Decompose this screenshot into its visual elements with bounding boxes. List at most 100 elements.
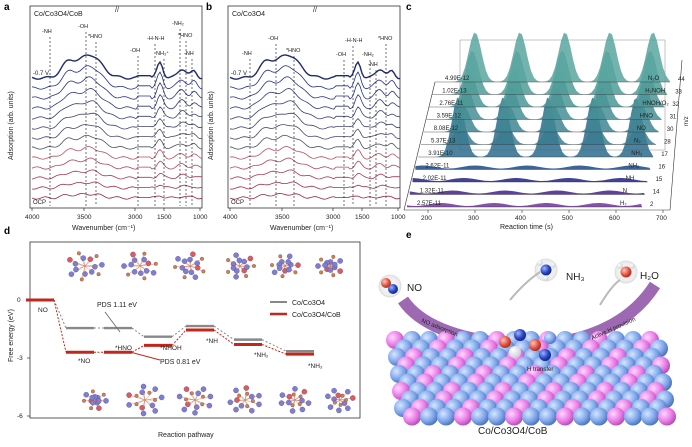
ms-value-label: 3.91E-10 — [428, 151, 453, 157]
panel-e-no-label: NO — [407, 283, 422, 294]
bond — [339, 391, 348, 401]
spectrum-line — [31, 88, 203, 110]
panel-d-frame — [29, 241, 361, 419]
panel-b-xlabel: Wavenumber (cm⁻¹) — [270, 225, 333, 232]
pds-red-arrow — [129, 351, 161, 361]
panel-d-structures-top — [67, 251, 343, 282]
spectrum-line — [31, 112, 203, 130]
no-oxygen-atom — [381, 278, 391, 288]
floor-edge — [403, 81, 436, 211]
bond — [75, 265, 86, 270]
panel-b-ylabel: Adsorption (arb. units) — [208, 91, 215, 160]
peak-label: *HNO — [286, 48, 301, 54]
peak-label: -NH — [242, 51, 252, 57]
bond — [194, 399, 197, 408]
panel-d-ylabel: Free energy (eV) — [8, 309, 15, 362]
peak-label: -NH — [184, 51, 194, 57]
panel-d-legend-red: Co/Co3O4/CoB — [292, 312, 341, 319]
bond — [194, 388, 204, 401]
spectrum-line — [31, 76, 203, 100]
bond — [294, 399, 309, 404]
spectrum-line — [31, 134, 203, 150]
bond — [189, 254, 194, 267]
ms-mz-label: 30 — [667, 127, 674, 133]
bond — [139, 263, 156, 267]
spectrum-line — [229, 76, 401, 100]
atom — [201, 394, 205, 399]
panel-c-xlabel: Reaction time (s) — [500, 224, 553, 231]
bond — [184, 261, 191, 267]
bond — [236, 265, 241, 272]
ms-species-label: H₂NOH — [645, 89, 665, 95]
panel-c-plot: 2.57E-11 H₂ 2 1.32E-11 N 14 2.02E-11 NH 15 2.62E-… — [403, 32, 685, 211]
h2o-hydrogen-atom — [617, 263, 623, 269]
panel-e-title: Co/Co3O4/CoB — [478, 426, 548, 437]
h2o-oxygen-atom — [620, 266, 632, 278]
bond — [289, 396, 296, 401]
ms-trace-0 — [435, 32, 670, 82]
ms-species-label: N — [623, 189, 627, 195]
ms-species-label: NH — [626, 176, 635, 182]
xtick-label: 1500 — [355, 214, 370, 221]
panel-d-state-labels: NO *NO *HNO *NHOH *NH *NH₂ *NH₃ — [38, 307, 323, 370]
ms-mz-label: 17 — [661, 152, 668, 158]
panel-c-ms: 2.57E-11 H₂ 2 1.32E-11 N 14 2.02E-11 NH 15 2.62E-… — [403, 32, 690, 231]
bond — [94, 394, 104, 401]
bond — [327, 396, 341, 401]
panel-b-axis-break: // — [313, 7, 317, 14]
atom — [126, 272, 131, 277]
ytick-label: -6 — [17, 413, 23, 420]
panel-d-energy-chart — [26, 298, 314, 361]
bond — [338, 395, 341, 401]
bond — [84, 265, 95, 267]
state-label: *NH₂ — [254, 352, 269, 359]
ms-value-label: 2.62E-11 — [425, 164, 450, 170]
panel-a-title: Co/Co3O4/CoB — [34, 11, 83, 18]
cluster-atom — [514, 329, 526, 341]
bond — [280, 256, 286, 267]
bond — [241, 399, 246, 406]
lattice-atom-blue — [488, 407, 506, 426]
xtick-label: 3500 — [77, 214, 92, 221]
panel-e-h-transfer: H transfer — [527, 367, 553, 373]
bond — [244, 396, 252, 401]
spectrum-line — [31, 157, 203, 170]
bond — [194, 393, 199, 401]
atom — [298, 394, 303, 399]
bond — [292, 399, 296, 406]
bond — [189, 265, 198, 268]
bond — [239, 265, 245, 271]
bond — [182, 265, 191, 268]
nh3-hydrogen-atom — [543, 275, 549, 281]
ms-mz-label: 33 — [675, 90, 682, 96]
bond — [279, 264, 286, 267]
bond — [189, 265, 192, 273]
panel-d-pds-red: PDS 0.81 eV — [160, 359, 201, 366]
xtick-label: 3000 — [326, 214, 341, 221]
energy-connector-0-3 — [171, 325, 187, 338]
peak-label: *HNO — [178, 33, 193, 39]
ms-species-label: HNOH/O₂ — [642, 101, 669, 107]
ms-value-label: 2.57E-11 — [417, 201, 442, 207]
floor-frame — [404, 59, 683, 211]
panel-e-nh3-label: NH₃ — [566, 272, 585, 283]
spectrum-line — [31, 145, 203, 160]
bond — [294, 399, 303, 410]
bond — [75, 263, 86, 267]
bond — [185, 265, 191, 272]
bond — [238, 395, 246, 401]
cluster-atom — [544, 332, 556, 344]
arrow-to-h2o — [599, 279, 621, 306]
bond — [142, 392, 146, 401]
bond — [284, 261, 289, 267]
panel-a-ftir: Co/Co3O4/CoB -0.7 V OCP Adsorption (arb.… — [8, 5, 208, 232]
spectrum-line — [31, 192, 203, 200]
lattice-atom-pink — [403, 407, 421, 426]
spectrum-line — [229, 124, 401, 140]
xtick-label: 400 — [515, 215, 526, 222]
bond — [235, 399, 246, 410]
bond — [239, 265, 247, 268]
atom — [319, 257, 324, 262]
cluster-atom — [529, 339, 541, 351]
bond — [84, 259, 91, 267]
